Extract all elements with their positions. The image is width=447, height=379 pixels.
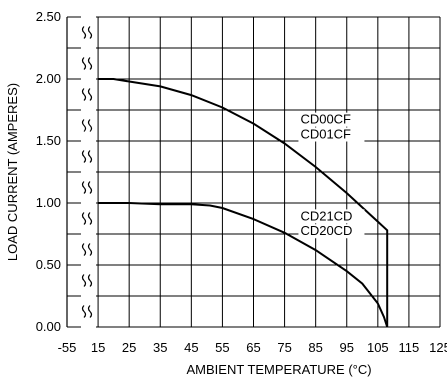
x-tick-label: 125 <box>429 340 447 355</box>
axis-break-mark <box>87 119 93 132</box>
axis-break-mark <box>87 181 93 194</box>
axis-break-marks <box>81 26 93 318</box>
axis-break-mark <box>81 212 87 225</box>
axis-break-mark <box>81 150 87 163</box>
x-tick-label: 95 <box>340 340 354 355</box>
series-annotation: CD20CD <box>300 223 352 238</box>
axis-break-mark <box>81 181 87 194</box>
axis-break-mark <box>81 305 87 318</box>
annotation-background <box>298 224 365 239</box>
x-tick-label: -55 <box>58 340 77 355</box>
series-annotation: CD21CD <box>300 208 352 223</box>
tick-labels: 0.00 0.50 1.00 1.50 2.00 2.50 -55 15 25 35 45 55 65 7… <box>36 9 447 355</box>
y-tick-label: 0.50 <box>36 257 61 272</box>
x-tick-label: 25 <box>122 340 136 355</box>
series-line-1 <box>98 78 389 327</box>
axis-break-mark <box>81 26 87 39</box>
x-tick-label: 55 <box>215 340 229 355</box>
y-tick-label: 2.50 <box>36 9 61 24</box>
chart-series <box>98 78 389 328</box>
x-tick-label: 85 <box>308 340 322 355</box>
axis-break-mark <box>87 150 93 163</box>
axis-break-mark <box>87 26 93 39</box>
annotation-background <box>298 209 365 224</box>
axis-break-mark <box>87 243 93 256</box>
x-tick-label: 115 <box>399 340 420 355</box>
axis-break-mark <box>81 274 87 287</box>
x-tick-label: 35 <box>153 340 167 355</box>
axis-break-mark <box>81 88 87 101</box>
axis-break-mark <box>81 119 87 132</box>
axis-break-mark <box>87 212 93 225</box>
axis-break-mark <box>87 305 93 318</box>
axis-break-mark <box>87 274 93 287</box>
annotation-background <box>298 127 365 142</box>
y-tick-label: 2.00 <box>36 71 61 86</box>
chart-grid <box>67 16 441 328</box>
x-tick-label: 105 <box>367 340 389 355</box>
y-axis-label: LOAD CURRENT (AMPERES) <box>5 83 20 261</box>
y-tick-label: 1.00 <box>36 195 61 210</box>
chart-axes <box>66 17 441 327</box>
y-tick-label: 0.00 <box>36 319 61 334</box>
x-tick-label: 45 <box>184 340 198 355</box>
y-tick-label: 1.50 <box>36 133 61 148</box>
x-tick-label: 15 <box>91 340 105 355</box>
annotation-background <box>298 112 365 127</box>
series-annotation: CD00CF <box>300 112 351 127</box>
axis-break-mark <box>81 57 87 70</box>
axis-break-mark <box>81 243 87 256</box>
series-line-2 <box>98 202 389 328</box>
axis-break-mark <box>87 57 93 70</box>
axis-break-mark <box>87 88 93 101</box>
x-axis-label: AMBIENT TEMPERATURE (°C) <box>187 362 372 377</box>
x-tick-label: 65 <box>246 340 260 355</box>
x-tick-label: 75 <box>277 340 291 355</box>
series-annotation: CD01CF <box>300 127 351 142</box>
